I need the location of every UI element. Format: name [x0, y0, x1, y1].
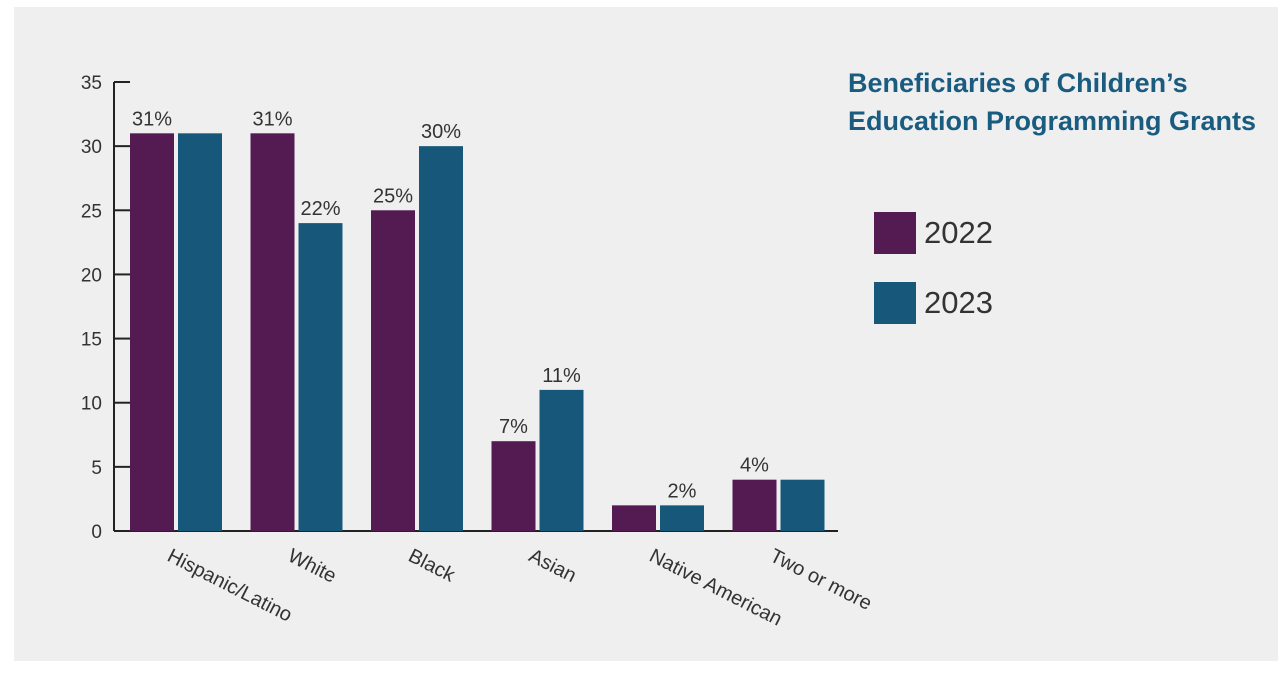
y-tick-label-35: 35 — [81, 73, 102, 94]
category-label-hispanic-latino: Hispanic/Latino — [164, 545, 296, 627]
bar-2023-white — [298, 223, 343, 531]
y-tick-label-0: 0 — [91, 522, 102, 543]
bar-2023-asian — [539, 389, 584, 531]
data-label-2023-black: 30% — [421, 121, 461, 143]
data-label-2022-two-or-more: 4% — [740, 455, 769, 477]
data-label-2022-black: 25% — [373, 185, 413, 207]
data-label-2022-asian: 7% — [499, 416, 528, 438]
category-label-two-or-more: Two or more — [766, 545, 875, 615]
chart-legend: 2022 2023 — [874, 210, 993, 350]
y-tick-label-30: 30 — [81, 137, 102, 158]
data-label-2023-native-american: 2% — [668, 480, 697, 502]
legend-item-2023: 2023 — [874, 280, 993, 326]
bar-2023-native-american — [660, 505, 704, 531]
legend-label-2022: 2022 — [924, 215, 993, 250]
bar-2022-black — [371, 210, 415, 532]
bar-2022-hispanic-latino — [130, 133, 174, 532]
legend-item-2022: 2022 — [874, 210, 993, 256]
y-tick-label-5: 5 — [91, 458, 102, 479]
legend-swatch-2023 — [874, 282, 916, 324]
y-tick-label-20: 20 — [81, 265, 102, 286]
category-label-black: Black — [405, 545, 459, 587]
category-label-white: White — [284, 545, 340, 588]
y-tick-label-25: 25 — [81, 201, 102, 222]
data-label-2022-hispanic-latino: 31% — [132, 108, 172, 130]
data-label-2023-white: 22% — [300, 198, 340, 220]
y-tick-label-10: 10 — [81, 394, 102, 415]
bar-2022-native-american — [612, 505, 656, 531]
chart-panel — [14, 7, 1278, 661]
bar-2023-hispanic-latino — [178, 133, 222, 532]
bar-2022-white — [250, 133, 295, 532]
legend-swatch-2022 — [874, 212, 916, 254]
y-tick-label-15: 15 — [81, 330, 102, 351]
data-label-2023-asian: 11% — [542, 365, 581, 387]
bar-2023-two-or-more — [780, 479, 825, 531]
data-label-2022-white: 31% — [252, 108, 292, 130]
category-label-asian: Asian — [525, 545, 580, 587]
bar-2023-black — [419, 146, 463, 531]
category-label-native-american: Native American — [646, 545, 786, 631]
bar-2022-asian — [491, 441, 536, 531]
legend-label-2023: 2023 — [924, 285, 993, 320]
chart-title: Beneficiaries of Children’s Education Pr… — [848, 68, 1257, 136]
bar-2022-two-or-more — [732, 479, 777, 531]
